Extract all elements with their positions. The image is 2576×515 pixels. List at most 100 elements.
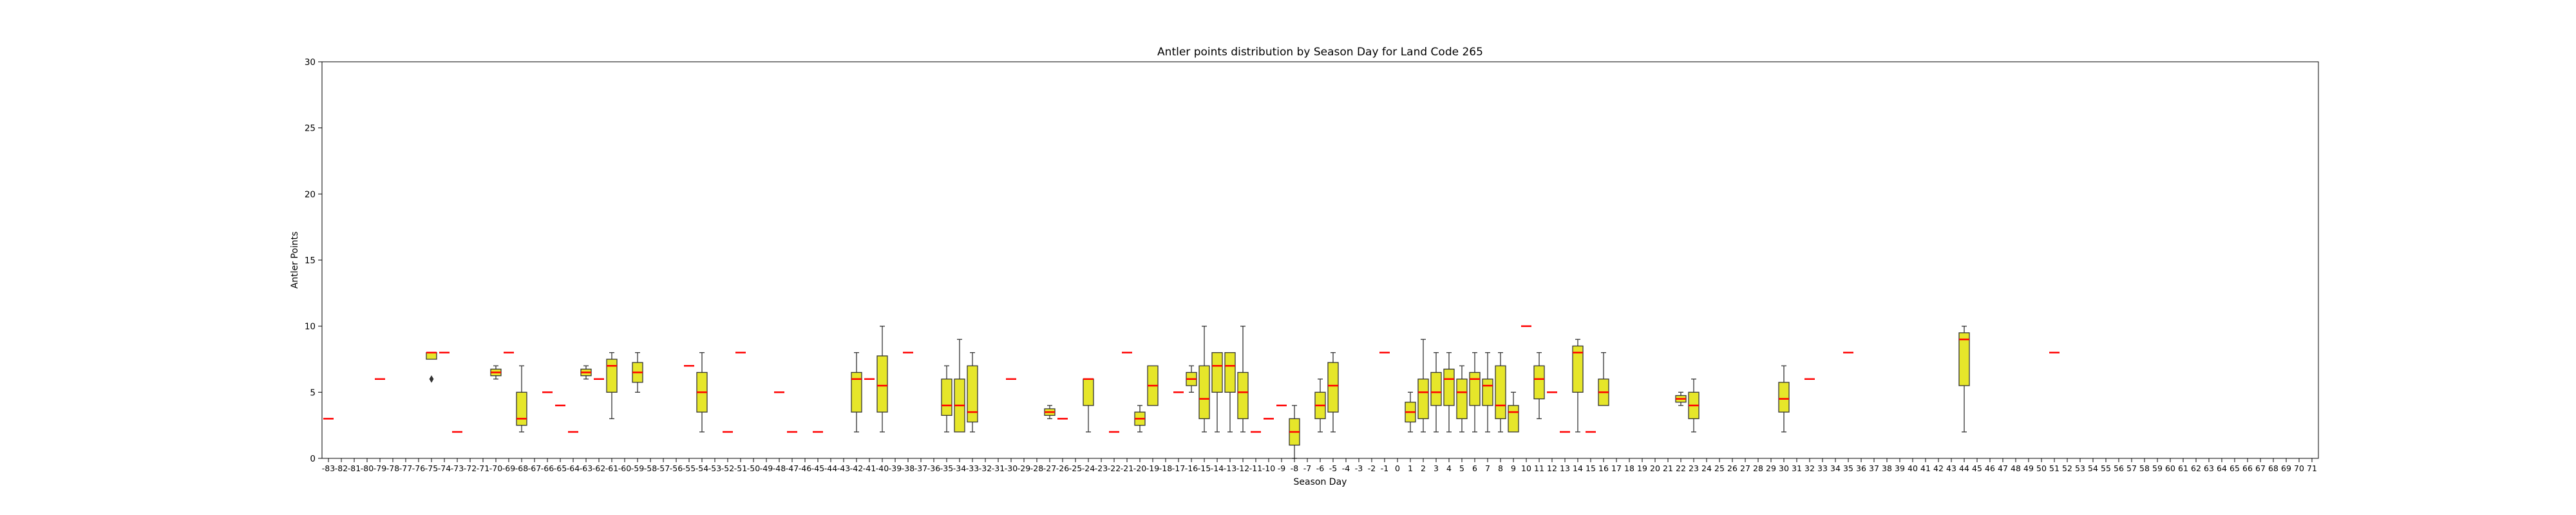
box-day-8 [1495,352,1506,433]
x-tick-label: 5 [1459,464,1464,473]
box-day--14 [1211,352,1223,433]
x-tick-label: -74 [438,464,451,473]
x-tick-label: -76 [412,464,425,473]
x-axis: -83 -82 -81 -80 -79 -78 -77 -76 -75 -74 -73 -72 -71-… [322,458,2317,473]
x-tick-label: -61 [605,464,618,473]
box-day--12 [1237,326,1249,433]
x-tick-label: 33 [1817,464,1828,473]
x-tick-label: -63 [580,464,592,473]
x-tick-label: 52 [2062,464,2072,473]
x-tick-label: -21 [1121,464,1133,473]
x-tick-label: -65 [554,464,567,473]
x-tick-label: -4 [1342,464,1350,473]
x-tick-label: -42 [850,464,863,473]
box-iqr [1211,352,1223,393]
x-tick-label: -50 [747,464,760,473]
x-tick-label: -57 [657,464,670,473]
x-tick-label: 26 [1727,464,1738,473]
x-tick-label: -60 [618,464,631,473]
x-tick-label: -26 [1056,464,1069,473]
x-tick-label: -12 [1236,464,1249,473]
box-day--68 [516,365,527,433]
y-tick-label: 10 [305,322,316,332]
x-tick-label: -13 [1224,464,1236,473]
box-day--13 [1224,352,1236,433]
x-tick-label: -82 [335,464,348,473]
y-axis: 0 5 10 15 20 25 30 [305,57,322,464]
x-tick-label: -72 [464,464,477,473]
box-iqr [1417,379,1429,420]
x-tick-label: 32 [1804,464,1815,473]
y-tick-label: 0 [310,454,316,464]
x-tick-label: 1 [1408,464,1413,473]
box-day--16 [1186,365,1197,393]
x-tick-label: 3 [1434,464,1439,473]
chart-title: Antler points distribution by Season Day… [1157,46,1483,59]
x-tick-label: 20 [1650,464,1660,473]
x-tick-label: -66 [541,464,554,473]
x-tick-label: 23 [1689,464,1699,473]
x-tick-label: 58 [2139,464,2150,473]
x-tick-label: -31 [992,464,1005,473]
box-iqr [851,371,862,413]
box-day-23 [1688,379,1700,433]
x-tick-label: 15 [1586,464,1596,473]
box-day-14 [1572,339,1584,433]
x-tick-label: -81 [348,464,361,473]
x-tick-label: -29 [1018,464,1030,473]
box-day--5 [1327,352,1339,433]
y-axis-label: Antler Points [290,232,300,289]
x-tick-label: 56 [2114,464,2124,473]
box-iqr [516,391,527,426]
x-tick-label: -11 [1249,464,1262,473]
box-iqr [426,352,437,360]
box-day--24 [1083,378,1094,433]
x-tick-label: -37 [914,464,927,473]
x-tick-label: -17 [1172,464,1185,473]
x-tick-label: -6 [1316,464,1325,473]
box-day--20 [1134,405,1146,433]
x-tick-label: 19 [1637,464,1647,473]
x-tick-label: -35 [940,464,953,473]
x-tick-label: -30 [1005,464,1018,473]
x-tick-label: 38 [1882,464,1892,473]
box-day-22 [1675,391,1687,406]
x-tick-label: 70 [2294,464,2304,473]
box-day--63 [580,365,592,380]
x-tick-label: -64 [567,464,580,473]
box-series [323,325,2060,459]
box-day--19 [1147,365,1159,406]
box-iqr [967,365,978,423]
x-tick-label: 30 [1779,464,1789,473]
x-tick-label: -24 [1082,464,1095,473]
y-tick-label: 15 [305,256,316,266]
x-tick-label: -51 [734,464,747,473]
box-day--15 [1198,326,1210,433]
x-tick-label: 14 [1573,464,1583,473]
x-tick-label: 0 [1395,464,1400,473]
box-day--59 [632,352,643,393]
x-tick-label: 59 [2152,464,2163,473]
x-tick-label: 49 [2023,464,2034,473]
x-tick-label: -62 [592,464,605,473]
x-tick-label: -46 [799,464,811,473]
x-tick-label: 41 [1920,464,1931,473]
box-day-2 [1417,339,1429,433]
x-tick-label: -7 [1303,464,1311,473]
x-tick-label: -3 [1355,464,1363,473]
x-tick-label: 46 [1985,464,1995,473]
x-tick-label: 27 [1740,464,1750,473]
box-day-30 [1778,365,1790,433]
x-tick-label: -73 [451,464,464,473]
x-tick-label: -71 [477,464,489,473]
box-day--34 [954,339,965,433]
x-tick-label: 57 [2126,464,2137,473]
x-tick-label: -83 [322,464,335,473]
box-iqr [1443,368,1455,406]
x-tick-label: -53 [708,464,721,473]
box-day--40 [876,326,888,433]
x-tick-label: 28 [1753,464,1763,473]
x-tick-label: 8 [1498,464,1503,473]
box-iqr [1469,371,1481,406]
x-tick-label: 61 [2178,464,2188,473]
